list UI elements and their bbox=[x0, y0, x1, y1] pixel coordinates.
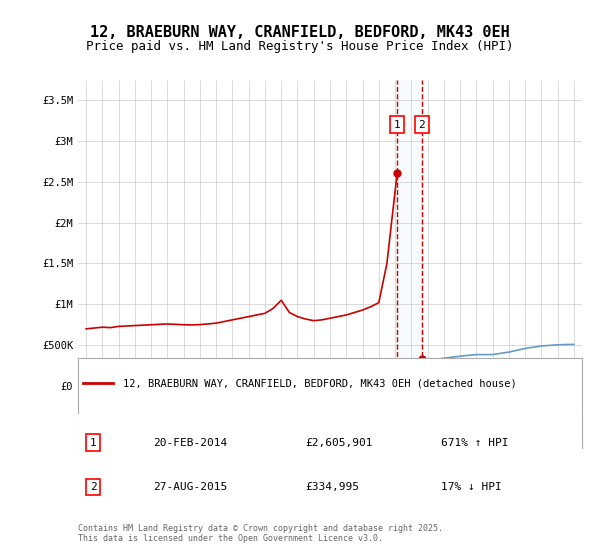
Text: 12, BRAEBURN WAY, CRANFIELD, BEDFORD, MK43 0EH (detached house): 12, BRAEBURN WAY, CRANFIELD, BEDFORD, MK… bbox=[124, 379, 517, 389]
Text: 2: 2 bbox=[418, 120, 425, 129]
Text: 12, BRAEBURN WAY, CRANFIELD, BEDFORD, MK43 0EH: 12, BRAEBURN WAY, CRANFIELD, BEDFORD, MK… bbox=[90, 25, 510, 40]
Text: 27-AUG-2015: 27-AUG-2015 bbox=[154, 482, 228, 492]
Text: 671% ↑ HPI: 671% ↑ HPI bbox=[441, 437, 508, 447]
Text: 20-FEB-2014: 20-FEB-2014 bbox=[154, 437, 228, 447]
Text: £2,605,901: £2,605,901 bbox=[305, 437, 372, 447]
Text: 17% ↓ HPI: 17% ↓ HPI bbox=[441, 482, 502, 492]
Text: 1: 1 bbox=[394, 120, 401, 129]
Text: £334,995: £334,995 bbox=[305, 482, 359, 492]
Text: 1: 1 bbox=[90, 437, 97, 447]
Text: Contains HM Land Registry data © Crown copyright and database right 2025.
This d: Contains HM Land Registry data © Crown c… bbox=[78, 524, 443, 543]
Bar bbox=[397, 80, 422, 386]
Text: 2: 2 bbox=[90, 482, 97, 492]
Text: HPI: Average price, detached house, Central Bedfordshire: HPI: Average price, detached house, Cent… bbox=[124, 418, 473, 428]
Text: Price paid vs. HM Land Registry's House Price Index (HPI): Price paid vs. HM Land Registry's House … bbox=[86, 40, 514, 53]
